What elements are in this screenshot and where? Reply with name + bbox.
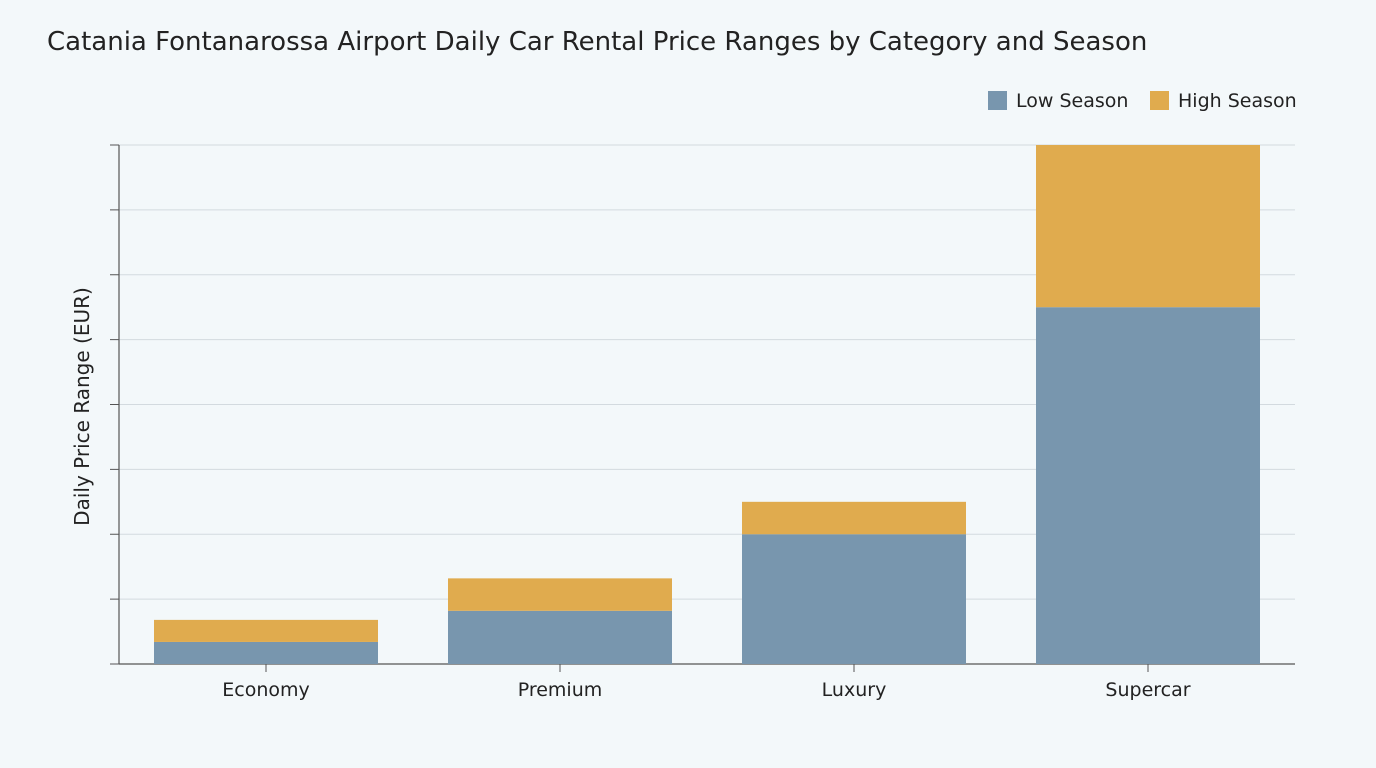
- bar-low-season-supercar: [1036, 307, 1260, 664]
- bar-high-season-premium: [448, 578, 672, 611]
- x-tick-label: Supercar: [1105, 679, 1190, 701]
- x-tick-label: Economy: [222, 679, 310, 701]
- bar-high-season-supercar: [1036, 145, 1260, 308]
- chart-title: Catania Fontanarossa Airport Daily Car R…: [47, 27, 1148, 57]
- x-tick-label: Luxury: [822, 679, 887, 701]
- bar-low-season-premium: [448, 610, 672, 664]
- bar-high-season-luxury: [742, 501, 966, 535]
- y-axis-label: Daily Price Range (EUR): [70, 287, 94, 526]
- bar-low-season-luxury: [742, 534, 966, 664]
- legend-label: High Season: [1178, 90, 1297, 112]
- legend-swatch: [1150, 91, 1169, 110]
- bar-high-season-economy: [154, 619, 378, 642]
- legend-swatch: [988, 91, 1007, 110]
- bar-low-season-economy: [154, 641, 378, 664]
- legend-label: Low Season: [1016, 90, 1128, 112]
- x-tick-label: Premium: [518, 679, 603, 701]
